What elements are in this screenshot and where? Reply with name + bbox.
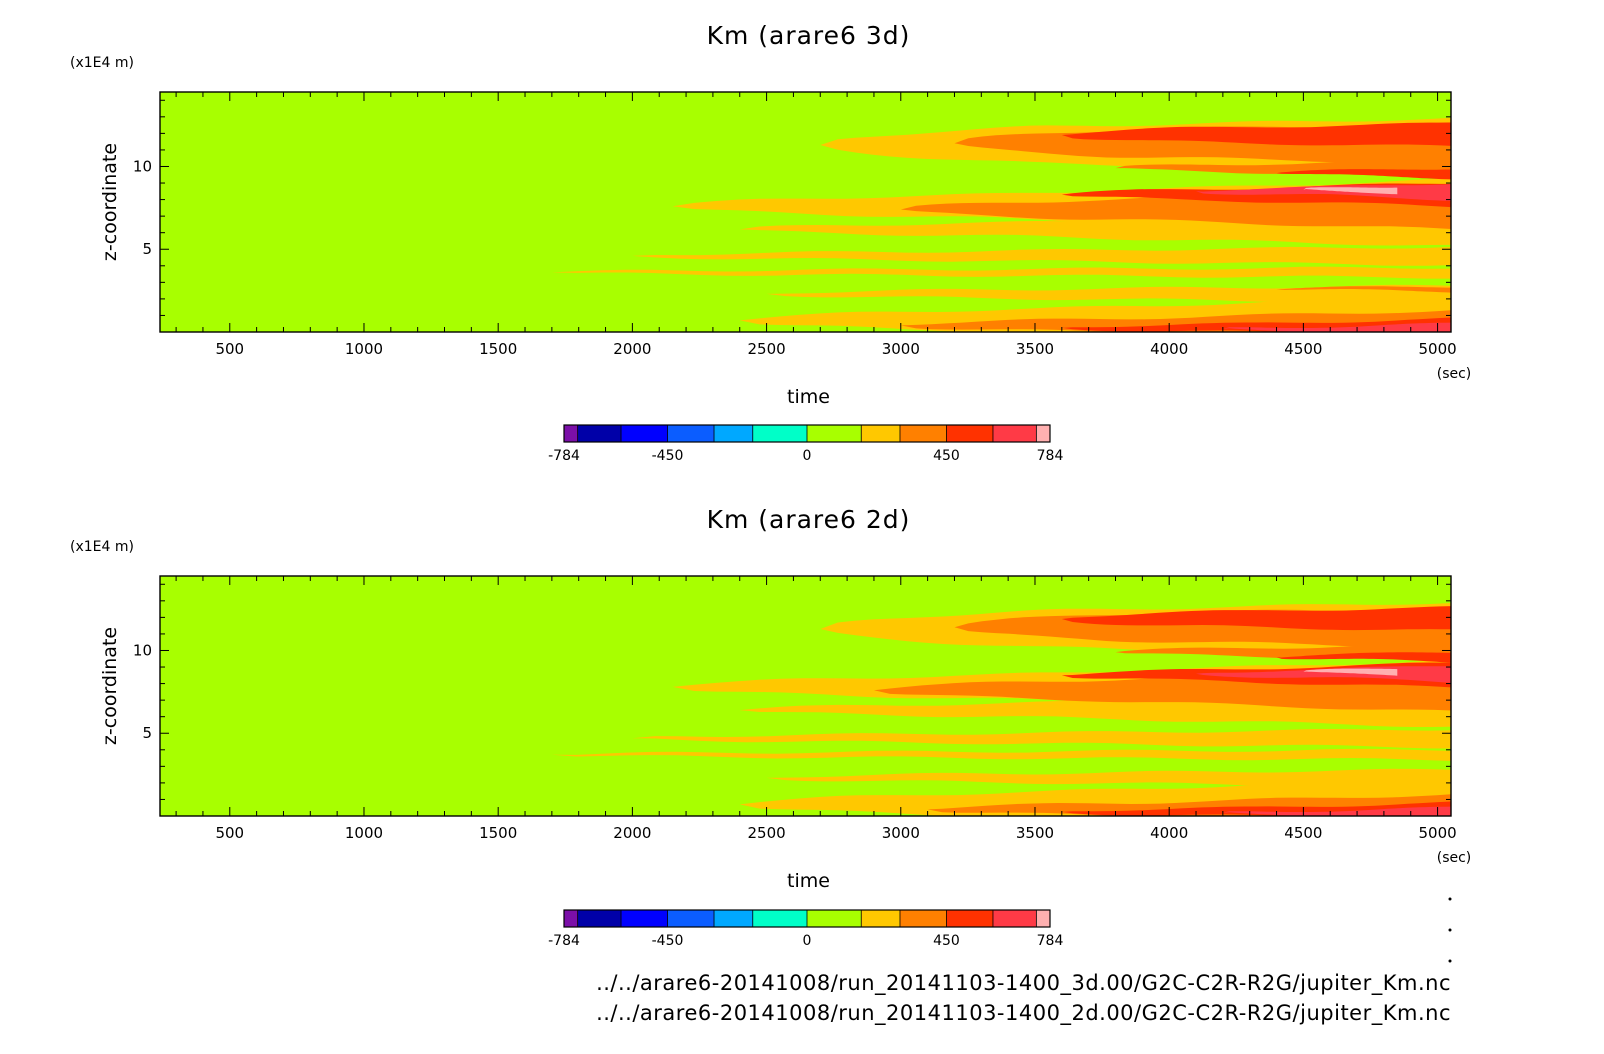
colorbar-segment [946, 910, 994, 927]
x-tick-label: 1500 [479, 824, 517, 842]
colorbar-segment [667, 425, 715, 442]
colorbar-segment [752, 910, 808, 927]
colorbar-segment [564, 425, 579, 442]
colorbar-segment [899, 425, 947, 442]
x-tick-label: 3500 [1016, 824, 1054, 842]
x-tick-label: 1000 [345, 824, 383, 842]
heatmap-field [160, 92, 1451, 332]
plot-frame [159, 91, 1452, 333]
colorbar-tick-label: 450 [933, 933, 960, 949]
colorbar-segment [752, 425, 808, 442]
x-tick-label: 4000 [1150, 340, 1188, 358]
contour-band [1061, 606, 1451, 631]
contour-band [1061, 122, 1451, 146]
colorbar-tick-label: -784 [548, 933, 580, 949]
contour-band [1276, 286, 1451, 293]
colorbar-segment [861, 425, 901, 442]
x-axis-unit: (sec) [1437, 366, 1472, 382]
x-tick-label: 1000 [345, 340, 383, 358]
colorbar-segment [946, 425, 994, 442]
colorbar-segment [807, 425, 862, 442]
colorbar-segment [621, 425, 669, 442]
y-axis-unit: (x1E4 m) [70, 55, 134, 71]
y-tick-label: 5 [142, 724, 152, 742]
colorbar-segment [1036, 425, 1051, 442]
chart-panel-1: 500 1000 1500 2000 2500 3000 3500 4000 4500 50005… [70, 21, 1471, 464]
y-axis-unit: (x1E4 m) [70, 539, 134, 555]
colorbar-segment [564, 910, 579, 927]
footer-path-2d: ../../arare6-20141008/run_20141103-1400_… [596, 1001, 1451, 1026]
colorbar-segment [899, 910, 947, 927]
colorbar-segment [1036, 910, 1051, 927]
dot-mark [1448, 897, 1452, 901]
dot-mark [1448, 928, 1452, 932]
colorbar: -784 -450 0 450 784 [548, 424, 1064, 464]
colorbar-tick-label: -784 [548, 448, 580, 464]
colorbar-segment [667, 910, 715, 927]
dot-mark [1448, 959, 1452, 963]
x-tick-label: 4500 [1284, 340, 1322, 358]
x-axis-label: time [787, 870, 830, 892]
x-tick-label: 2500 [747, 824, 785, 842]
colorbar-tick-label: 784 [1037, 448, 1064, 464]
x-axis-label: time [787, 386, 830, 408]
colorbar-segment [621, 910, 669, 927]
x-tick-label: 1500 [479, 340, 517, 358]
colorbar-tick-label: 0 [803, 933, 812, 949]
x-tick-label: 2000 [613, 340, 651, 358]
colorbar-tick-label: 0 [803, 448, 812, 464]
x-tick-label: 3500 [1016, 340, 1054, 358]
x-axis-unit: (sec) [1437, 850, 1472, 866]
y-tick-label: 10 [133, 157, 152, 175]
colorbar-segment [577, 425, 622, 442]
colorbar-tick-label: -450 [652, 448, 684, 464]
contour-band [632, 246, 1451, 266]
y-axis-label: z-coordinate [99, 627, 121, 745]
contour-band [1222, 806, 1451, 816]
chart-panel-2: 500 1000 1500 2000 2500 3000 3500 4000 4500 50005… [70, 505, 1471, 949]
x-tick-label: 4500 [1284, 824, 1322, 842]
y-tick-label: 10 [133, 641, 152, 659]
colorbar-tick-label: 450 [933, 448, 960, 464]
plot-frame [159, 575, 1452, 817]
x-tick-label: 5000 [1418, 824, 1456, 842]
colorbar-tick-label: -450 [652, 933, 684, 949]
contour-band [1303, 668, 1398, 676]
footer-path-3d: ../../arare6-20141008/run_20141103-1400_… [596, 971, 1451, 996]
colorbar: -784 -450 0 450 784 [548, 909, 1064, 949]
y-tick-label: 5 [142, 240, 152, 258]
contour-band [1276, 169, 1451, 180]
colorbar-segment [861, 910, 901, 927]
colorbar-segment [714, 910, 754, 927]
contour-band [1276, 652, 1451, 663]
colorbar-segment [992, 425, 1037, 442]
x-tick-label: 5000 [1418, 340, 1456, 358]
chart-title: Km (arare6 2d) [707, 505, 911, 534]
x-tick-label: 3000 [882, 824, 920, 842]
x-tick-label: 500 [215, 340, 244, 358]
contour-band [551, 266, 1451, 279]
colorbar-segment [992, 910, 1037, 927]
contour-band [551, 748, 1451, 761]
x-tick-label: 4000 [1150, 824, 1188, 842]
x-tick-label: 2500 [747, 340, 785, 358]
colorbar-segment [714, 425, 754, 442]
colorbar-tick-label: 784 [1037, 933, 1064, 949]
x-tick-label: 500 [215, 824, 244, 842]
contour-band [1303, 187, 1398, 195]
colorbar-segment [577, 910, 622, 927]
x-tick-label: 3000 [882, 340, 920, 358]
heatmap-field [160, 576, 1451, 816]
contour-band [766, 768, 1451, 787]
y-axis-label: z-coordinate [99, 143, 121, 261]
colorbar-segment [807, 910, 862, 927]
contour-band [632, 729, 1451, 749]
x-tick-label: 2000 [613, 824, 651, 842]
chart-title: Km (arare6 3d) [707, 21, 911, 50]
contour-band [1222, 322, 1451, 332]
